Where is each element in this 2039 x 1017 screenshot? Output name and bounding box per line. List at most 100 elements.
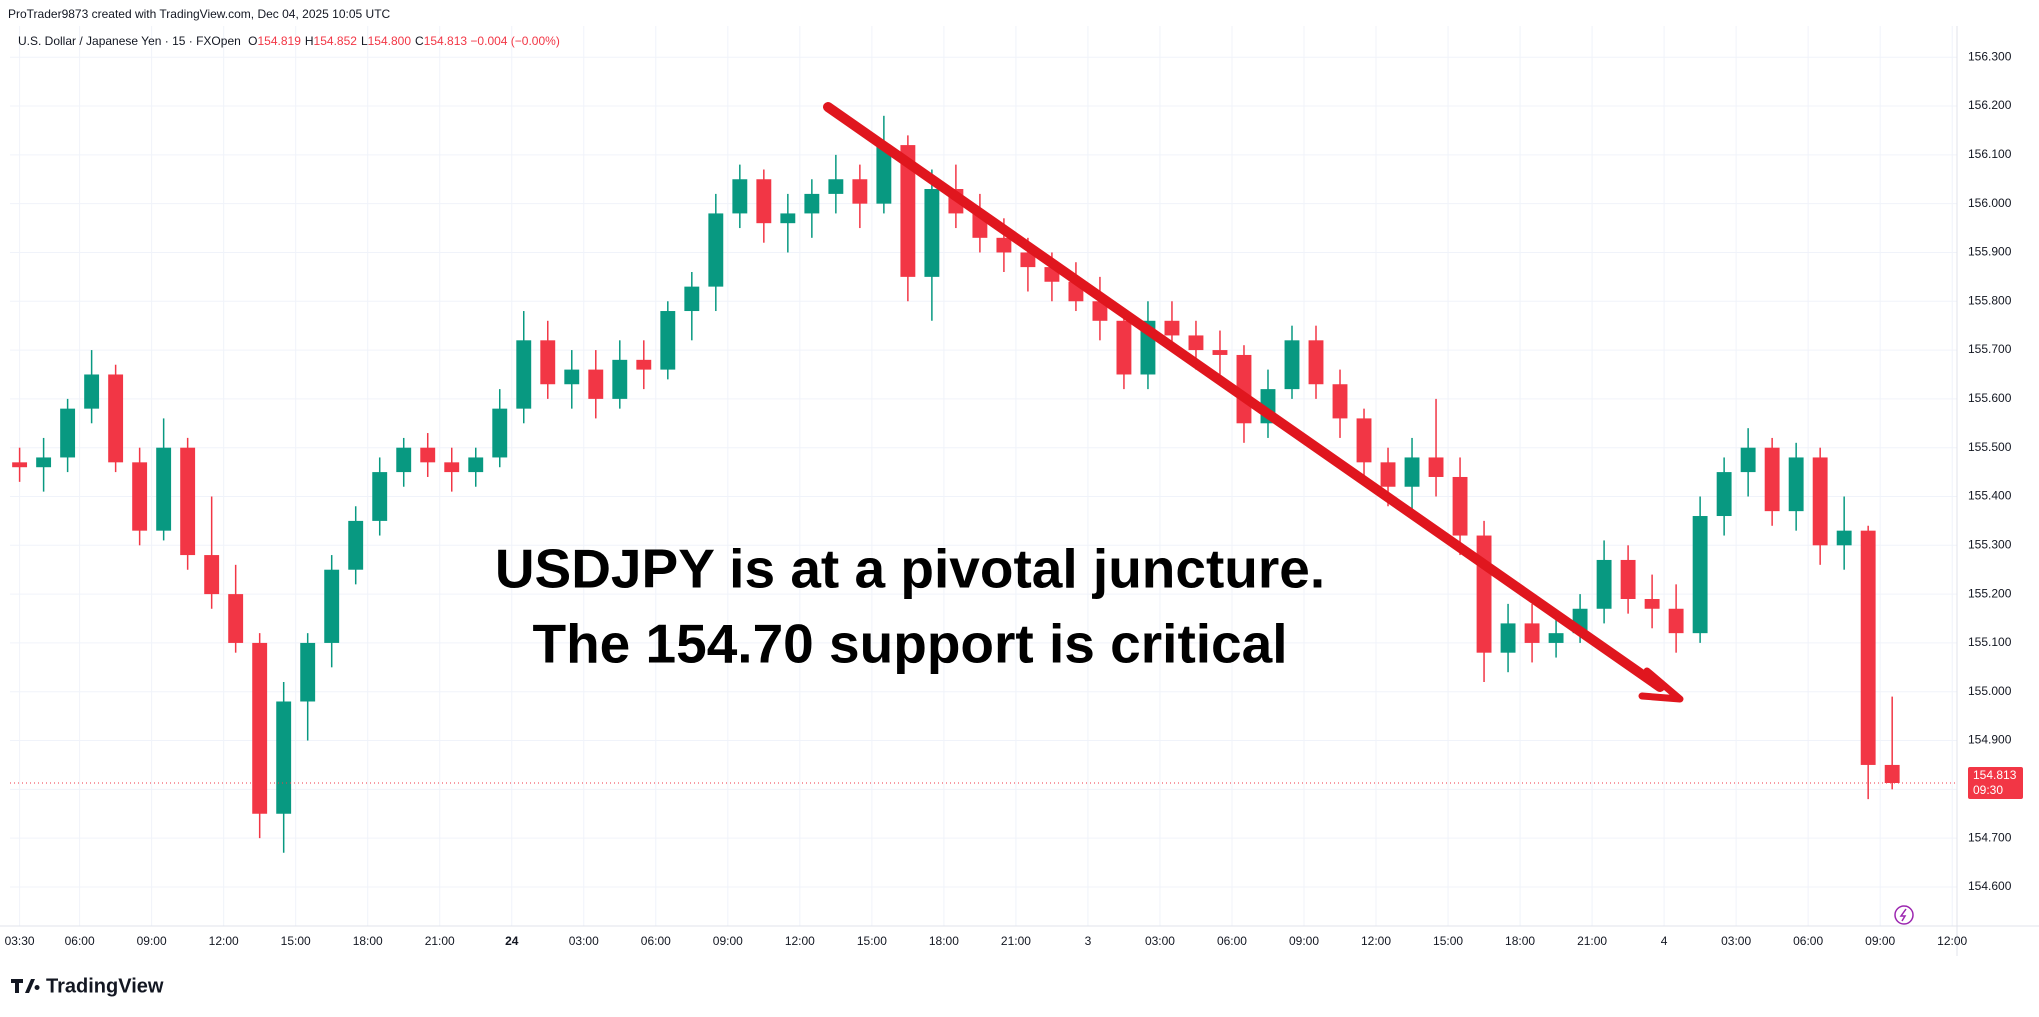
x-tick-label: 06:00 — [1217, 934, 1247, 948]
candle-body — [1884, 764, 1900, 783]
candle-body — [1308, 340, 1324, 385]
x-tick-label: 12:00 — [209, 934, 239, 948]
candle-body — [1692, 516, 1708, 634]
candle-body — [732, 179, 748, 214]
candle-body — [1620, 559, 1636, 599]
ohlc-value: 154.819 — [257, 34, 301, 48]
candle-body — [1836, 530, 1852, 546]
candle-body — [84, 374, 100, 409]
x-tick-label: 12:00 — [785, 934, 815, 948]
candle-body — [180, 447, 196, 556]
x-tick-label: 06:00 — [65, 934, 95, 948]
y-tick-label: 156.100 — [1968, 147, 2012, 161]
y-tick-label: 156.200 — [1968, 98, 2012, 112]
candle-body — [1764, 447, 1780, 512]
logo-text: TradingView — [46, 975, 164, 997]
candle-body — [1356, 418, 1372, 463]
candle-body — [444, 462, 460, 473]
bar-countdown: 09:30 — [1973, 783, 2003, 797]
y-tick-label: 155.700 — [1968, 342, 2012, 356]
ohlc-value: 154.852 — [313, 34, 357, 48]
y-tick-label: 155.100 — [1968, 635, 2012, 649]
x-tick-label: 18:00 — [1505, 934, 1535, 948]
candles — [10, 115, 1957, 853]
candle-body — [1284, 340, 1300, 390]
replay-icon[interactable] — [1894, 905, 1914, 925]
trend-arrow — [823, 102, 1684, 703]
x-tick-label: 12:00 — [1361, 934, 1391, 948]
candle-body — [132, 462, 148, 531]
x-tick-label: 24 — [505, 934, 519, 948]
candle-body — [1452, 476, 1468, 536]
candle-body — [924, 189, 940, 277]
candle-body — [1404, 457, 1420, 487]
x-tick-label: 18:00 — [929, 934, 959, 948]
candle-body — [1596, 559, 1612, 609]
x-tick-label: 15:00 — [1433, 934, 1463, 948]
candle-body — [60, 408, 76, 458]
annotation: USDJPY is at a pivotal juncture. — [495, 538, 1325, 600]
candle-body — [1716, 472, 1732, 517]
logo[interactable]: TradingView — [11, 975, 164, 997]
candle-body — [420, 447, 436, 463]
y-tick-label: 156.300 — [1968, 49, 2012, 63]
candle-body — [684, 286, 700, 312]
candle-body — [252, 642, 268, 814]
candle-body — [468, 457, 484, 473]
y-tick-label: 155.600 — [1968, 391, 2012, 405]
candle-body — [540, 340, 556, 385]
candle-body — [612, 359, 628, 399]
candle-body — [1668, 608, 1684, 634]
logo-mark — [11, 979, 40, 993]
candle-body — [1476, 535, 1492, 653]
candle-body — [300, 642, 316, 702]
x-tick-label: 12:00 — [1937, 934, 1967, 948]
y-tick-label: 156.000 — [1968, 196, 2012, 210]
candle-body — [900, 145, 916, 277]
candle-body — [828, 179, 844, 194]
candle-body — [1644, 598, 1660, 609]
x-tick-label: 3 — [1085, 934, 1092, 948]
last-price-box — [1968, 766, 2023, 799]
candle-body — [324, 569, 340, 643]
x-tick-label: 06:00 — [1793, 934, 1823, 948]
candle-body — [1332, 384, 1348, 419]
arrow-head — [1638, 667, 1684, 703]
candle-body — [396, 447, 412, 473]
candle-body — [1020, 252, 1036, 268]
y-tick-label: 154.700 — [1968, 830, 2012, 844]
symbol-legend: U.S. Dollar / Japanese Yen · 15 · FXOpen… — [18, 34, 560, 48]
candle-body — [1164, 320, 1180, 336]
candle-body — [276, 701, 292, 814]
candle-body — [1428, 457, 1444, 477]
y-tick-label: 155.900 — [1968, 245, 2012, 259]
ohlc-value: 154.800 — [367, 34, 412, 48]
x-tick-label: 15:00 — [281, 934, 311, 948]
x-tick-label: 09:00 — [137, 934, 167, 948]
candle-body — [348, 520, 364, 570]
x-tick-label: 03:00 — [569, 934, 599, 948]
candle-body — [708, 213, 724, 287]
candle-body — [108, 374, 124, 463]
candle-body — [36, 457, 52, 468]
x-tick-label: 03:00 — [1145, 934, 1175, 948]
y-tick-label: 155.500 — [1968, 440, 2012, 454]
candle-body — [1524, 623, 1540, 643]
x-tick-label: 4 — [1661, 934, 1668, 948]
y-tick-label: 154.900 — [1968, 733, 2012, 747]
candle-body — [852, 179, 868, 204]
x-tick-label: 21:00 — [1001, 934, 1031, 948]
candle-body — [756, 179, 772, 224]
candle-body — [876, 145, 892, 204]
candle-body — [1548, 633, 1564, 643]
candle-body — [12, 462, 28, 468]
candle-body — [1212, 350, 1228, 355]
x-tick-label: 09:00 — [1865, 934, 1895, 948]
candle-body — [1500, 623, 1516, 653]
ohlc-value: 154.813 — [423, 34, 468, 48]
candle-body — [492, 408, 508, 458]
ohlc: O154.819 H154.852 L154.800 C154.813 — [244, 34, 467, 48]
